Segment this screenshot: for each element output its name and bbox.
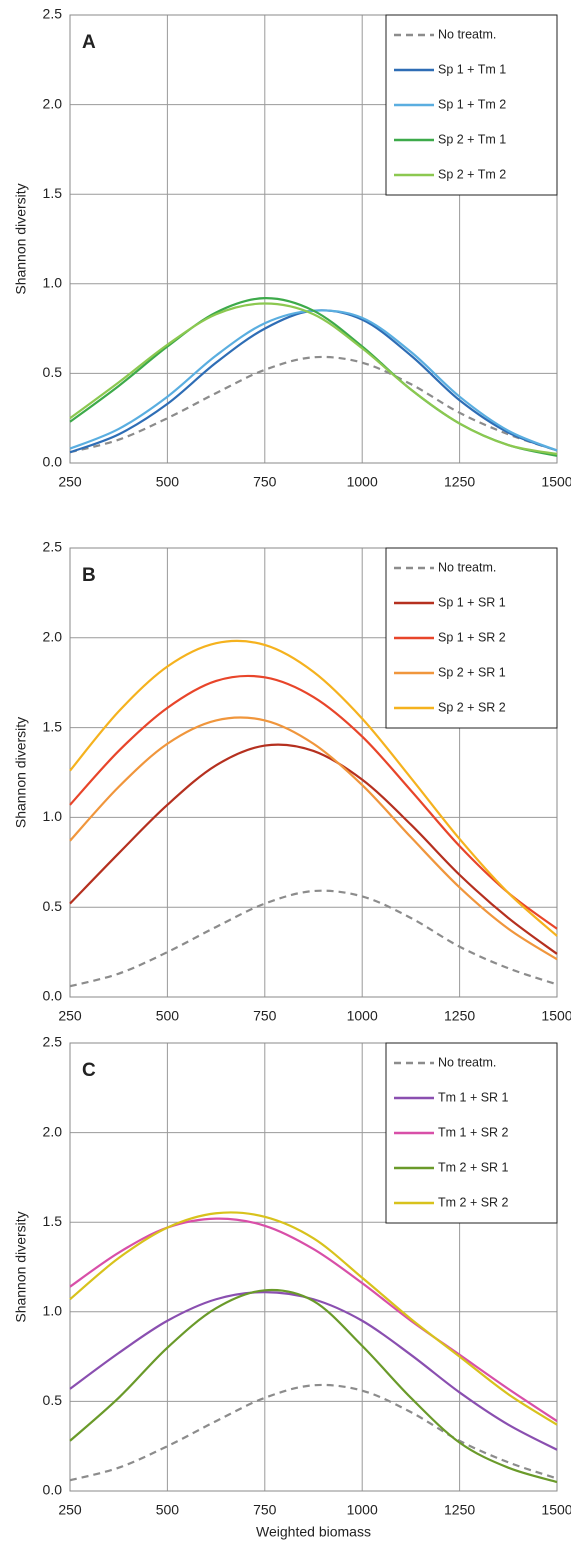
x-tick-label: 1250: [444, 1008, 475, 1024]
x-tick-label: 500: [156, 1008, 180, 1024]
x-tick-label: 1250: [444, 474, 475, 490]
legend-label: Sp 1 + SR 1: [438, 595, 506, 609]
y-tick-label: 0.0: [43, 454, 63, 470]
series-line: [69, 889, 558, 988]
x-tick-label: 750: [253, 474, 277, 490]
legend-label: Sp 1 + Tm 1: [438, 62, 506, 76]
y-tick-label: 2.5: [43, 6, 63, 22]
x-tick-label: 1500: [541, 1502, 571, 1518]
y-axis-title: Shannon diversity: [13, 717, 29, 828]
series-line: [69, 1383, 558, 1482]
series-line: [69, 1211, 558, 1426]
x-tick-label: 750: [253, 1502, 277, 1518]
series-line: [69, 309, 558, 454]
series-line: [69, 674, 558, 930]
y-tick-label: 0.5: [43, 364, 63, 380]
legend-label: Sp 2 + Tm 1: [438, 132, 506, 146]
legend-label: No treatm.: [438, 27, 496, 41]
x-tick-label: 1250: [444, 1502, 475, 1518]
x-tick-label: 750: [253, 1008, 277, 1024]
legend-label: Sp 1 + SR 2: [438, 630, 506, 644]
y-tick-label: 0.5: [43, 898, 63, 914]
x-tick-label: 1000: [347, 1502, 378, 1518]
legend-label: Tm 1 + SR 2: [438, 1125, 509, 1139]
series-line: [69, 743, 558, 955]
legend-label: Tm 2 + SR 1: [438, 1160, 509, 1174]
legend-label: No treatm.: [438, 560, 496, 574]
y-axis-title: Shannon diversity: [13, 1211, 29, 1322]
legend-label: Sp 2 + SR 2: [438, 700, 506, 714]
legend-label: Tm 2 + SR 2: [438, 1195, 509, 1209]
panel-label: B: [82, 565, 96, 586]
x-tick-label: 500: [156, 1502, 180, 1518]
x-tick-label: 1500: [541, 474, 571, 490]
x-axis-title: Weighted biomass: [256, 1524, 371, 1540]
y-tick-label: 2.5: [43, 539, 63, 555]
y-tick-label: 2.0: [43, 95, 63, 111]
x-tick-label: 500: [156, 474, 180, 490]
y-tick-label: 1.0: [43, 1303, 63, 1319]
series-line: [69, 1290, 558, 1451]
series-line: [69, 297, 558, 457]
plot-frame: [69, 547, 558, 998]
series-line: [69, 639, 558, 937]
y-tick-label: 2.0: [43, 1123, 63, 1139]
plot-frame: [69, 1042, 558, 1492]
y-tick-label: 2.5: [43, 1034, 63, 1050]
panel-label: C: [82, 1060, 96, 1081]
y-tick-label: 0.0: [43, 988, 63, 1004]
legend-label: Sp 2 + SR 1: [438, 665, 506, 679]
y-tick-label: 0.5: [43, 1392, 63, 1408]
y-tick-label: 2.0: [43, 629, 63, 645]
series-line: [69, 716, 558, 961]
y-tick-label: 1.5: [43, 1213, 63, 1229]
x-tick-label: 1500: [541, 1008, 571, 1024]
series-line: [69, 1288, 558, 1484]
x-tick-label: 1000: [347, 1008, 378, 1024]
y-tick-label: 1.5: [43, 185, 63, 201]
panel-label: A: [82, 32, 96, 53]
y-tick-label: 1.0: [43, 808, 63, 824]
plot-frame: [69, 14, 558, 464]
legend-label: Tm 1 + SR 1: [438, 1090, 509, 1104]
y-axis-title: Shannon diversity: [13, 183, 29, 294]
x-tick-label: 250: [58, 474, 82, 490]
x-tick-label: 250: [58, 1502, 82, 1518]
series-line: [69, 355, 558, 454]
series-line: [69, 1217, 558, 1423]
legend-label: No treatm.: [438, 1055, 496, 1069]
legend-label: Sp 1 + Tm 2: [438, 97, 506, 111]
y-tick-label: 1.5: [43, 718, 63, 734]
y-tick-label: 1.0: [43, 275, 63, 291]
y-tick-label: 0.0: [43, 1482, 63, 1498]
x-tick-label: 1000: [347, 474, 378, 490]
series-line: [69, 302, 558, 456]
x-tick-label: 250: [58, 1008, 82, 1024]
legend-label: Sp 2 + Tm 2: [438, 167, 506, 181]
